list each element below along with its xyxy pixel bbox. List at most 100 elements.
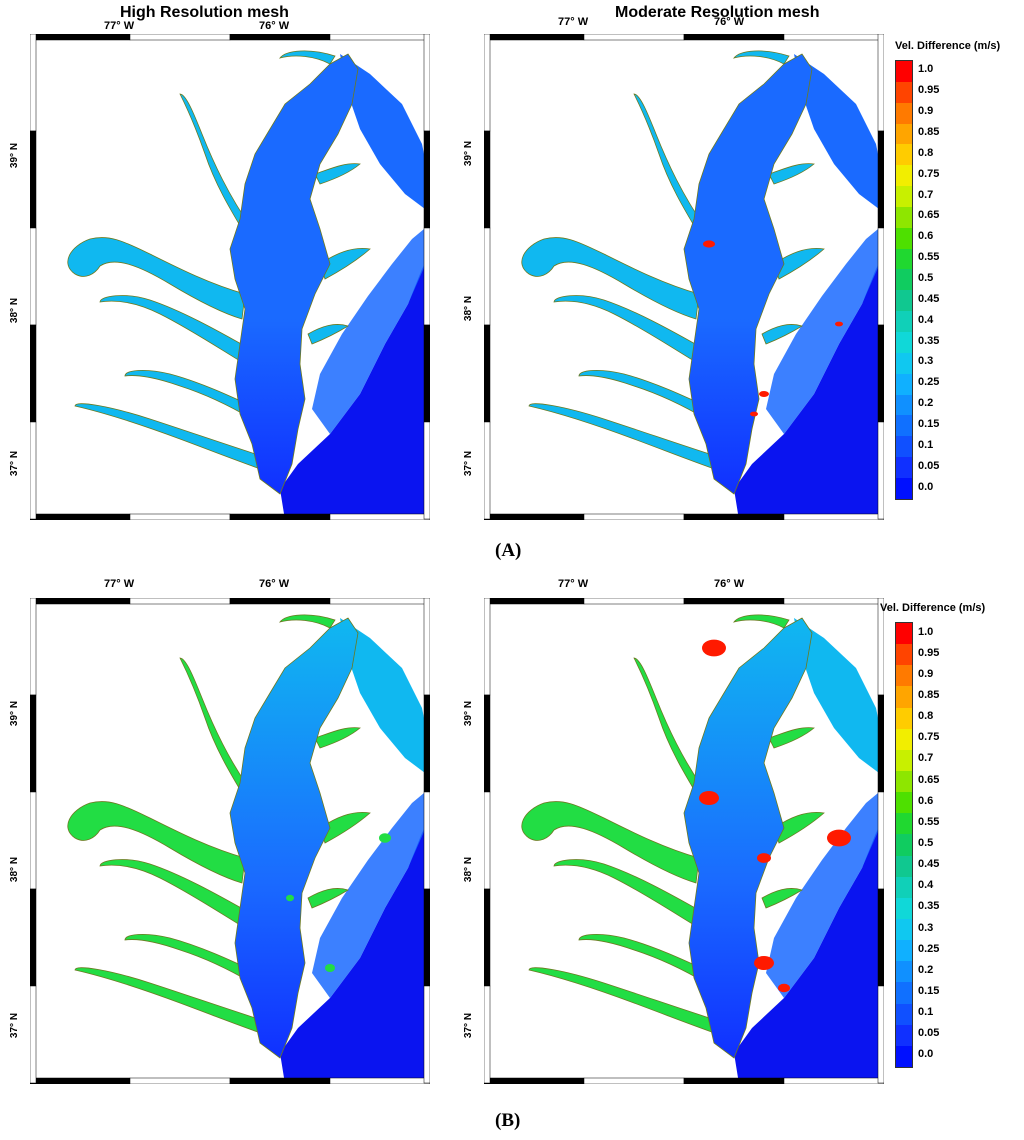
colorbar-b-swatch (896, 982, 912, 1004)
map-a-left-svg (30, 34, 430, 520)
colorbar-a-swatch (896, 186, 912, 207)
colorbar-a-tick-label: 0.75 (918, 167, 940, 180)
colorbar-a-tick-label: 0.05 (918, 459, 940, 472)
panel-a-left-lat-37: 37° N (9, 450, 21, 477)
colorbar-a-tick-label: 0.15 (918, 418, 940, 430)
colorbar-b-tick-label: 0.3 (918, 921, 934, 934)
colorbar-a-tick-label: 0.55 (918, 251, 940, 264)
colorbar-b-tick-label: 0.05 (918, 1027, 940, 1040)
colorbar-b-tick-label: 0.6 (918, 794, 934, 807)
colorbar-a-tick-label: 0.2 (918, 397, 934, 410)
colorbar-b-tick-label: 0.75 (918, 731, 940, 744)
colorbar-b-tick-label: 0.45 (918, 858, 940, 871)
colorbar-b-tick-label: 0.1 (918, 1006, 934, 1019)
colorbar-b-swatch (896, 1024, 912, 1046)
colorbar-b-swatch (896, 623, 912, 645)
colorbar-b-swatch (896, 707, 912, 729)
colorbar-b-swatch (896, 665, 912, 687)
colorbar-a-swatch (896, 394, 912, 416)
panel-b-right-lat-39: 39° N (463, 700, 475, 727)
colorbar-a-tick-label: 0.85 (918, 126, 940, 138)
panel-b-right-lat-38: 38° N (463, 856, 475, 883)
panel-a-left-lat-38: 38° N (9, 297, 21, 324)
panel-b-left-lat-38: 38° N (9, 856, 21, 883)
colorbar-a-swatch (896, 144, 912, 166)
colorbar-a-swatch (896, 123, 912, 145)
colorbar-a-tick-label: 0.25 (918, 376, 940, 389)
colorbar-a-swatch (896, 206, 912, 228)
panel-b-right-map (484, 598, 884, 1084)
panel-a-caption: (A) (495, 540, 522, 561)
colorbar-a-tick-label: 0.5 (918, 272, 934, 284)
colorbar-a-tick-label: 0.9 (918, 105, 934, 118)
colorbar-b-tick-label: 0.5 (918, 837, 934, 849)
panel-a-right-lat-38: 38° N (463, 295, 475, 322)
colorbar-b-swatch (896, 749, 912, 771)
panel-a-right-title: Moderate Resolution mesh (615, 4, 820, 21)
colorbar-a-swatch (896, 311, 912, 332)
colorbar-a-swatch (896, 227, 912, 249)
colorbar-b-swatch (896, 792, 912, 814)
panel-b-left-map (30, 598, 430, 1084)
colorbar-b-tick-label: 0.0 (918, 1048, 934, 1061)
panel-b-left-lon-77: 77° W (104, 578, 135, 590)
colorbar-b-swatch (896, 686, 912, 708)
colorbar-a-swatch (896, 352, 912, 374)
colorbar-b-swatch (896, 897, 912, 919)
colorbar-b-swatch (896, 834, 912, 856)
colorbar-b-tick-label: 0.2 (918, 963, 934, 976)
panel-a-right-map (484, 34, 884, 520)
map-b-left-svg (30, 598, 430, 1084)
panel-b-right-lon-77: 77° W (558, 578, 589, 590)
colorbar-b-swatch (896, 813, 912, 835)
colorbar-b-labels: 1.0 0.95 0.9 0.85 0.8 0.75 0.7 0.65 0.6 0.55 0.5 0.… (918, 622, 1008, 1068)
colorbar-a-tick-label: 0.1 (918, 438, 934, 451)
map-b-right-svg (484, 598, 884, 1084)
colorbar-b-swatch (896, 728, 912, 750)
colorbar-a-tick-label: 0.6 (918, 230, 934, 243)
colorbar-a-title: Vel. Difference (m/s) (895, 40, 1001, 52)
colorbar-b-tick-label: 0.85 (918, 689, 940, 701)
panel-a-left-title: High Resolution mesh (120, 4, 289, 21)
colorbar-b-tick-label: 0.55 (918, 815, 940, 828)
colorbar-b-swatch (896, 644, 912, 666)
panel-b-left-lon-76: 76° W (259, 578, 290, 590)
map-a-right-svg (484, 34, 884, 520)
colorbar-b-swatch (896, 855, 912, 877)
colorbar-a-tick-label: 1.0 (918, 63, 934, 76)
panel-a-left-map (30, 34, 430, 520)
colorbar-b-tick-label: 0.4 (918, 879, 934, 892)
colorbar-b-tick-label: 0.15 (918, 985, 940, 997)
colorbar-a-swatch (896, 477, 912, 499)
panel-a-left-lon-76: 76° W (259, 20, 290, 32)
colorbar-b-tick-label: 0.25 (918, 942, 940, 955)
colorbar-b-title: Vel. Difference (m/s) (880, 602, 986, 614)
panel-b-caption: (B) (495, 1110, 521, 1131)
colorbar-a-tick-label: 0.95 (918, 84, 940, 97)
colorbar-b-tick-label: 0.9 (918, 667, 934, 680)
colorbar-b-swatch (896, 876, 912, 898)
colorbar-b-swatch (896, 1003, 912, 1025)
colorbar-a-labels: 1.0 0.95 0.9 0.85 0.8 0.75 0.7 0.65 0.6 0.55 0.5 0.… (918, 60, 1008, 500)
colorbar-b-swatch (896, 961, 912, 983)
colorbar-a-tick-label: 0.8 (918, 146, 934, 159)
colorbar-a-swatch (896, 415, 912, 437)
colorbar-a-tick-label: 0.0 (918, 480, 934, 493)
colorbar-a-swatch (896, 248, 912, 270)
panel-a-right-lat-37: 37° N (463, 450, 475, 477)
panel-b-left-lat-39: 39° N (9, 700, 21, 727)
colorbar-a-swatch (896, 269, 912, 291)
colorbar-b-tick-label: 0.95 (918, 646, 940, 659)
colorbar-a-tick-label: 0.7 (918, 188, 934, 201)
colorbar-a-tick-label: 0.4 (918, 313, 934, 326)
panel-a-right-lon-77: 77° W (558, 16, 589, 28)
colorbar-a-swatch (896, 102, 912, 124)
colorbar-b-strip (895, 622, 913, 1068)
colorbar-a-swatch (896, 331, 912, 353)
colorbar-b-swatch (896, 1045, 912, 1067)
panel-a-right-lon-76: 76° W (714, 16, 745, 28)
colorbar-b-tick-label: 0.8 (918, 710, 934, 723)
colorbar-b-tick-label: 0.35 (918, 900, 940, 913)
panel-a-left-lon-77: 77° W (104, 20, 135, 32)
colorbar-a-tick-label: 0.45 (918, 292, 940, 305)
